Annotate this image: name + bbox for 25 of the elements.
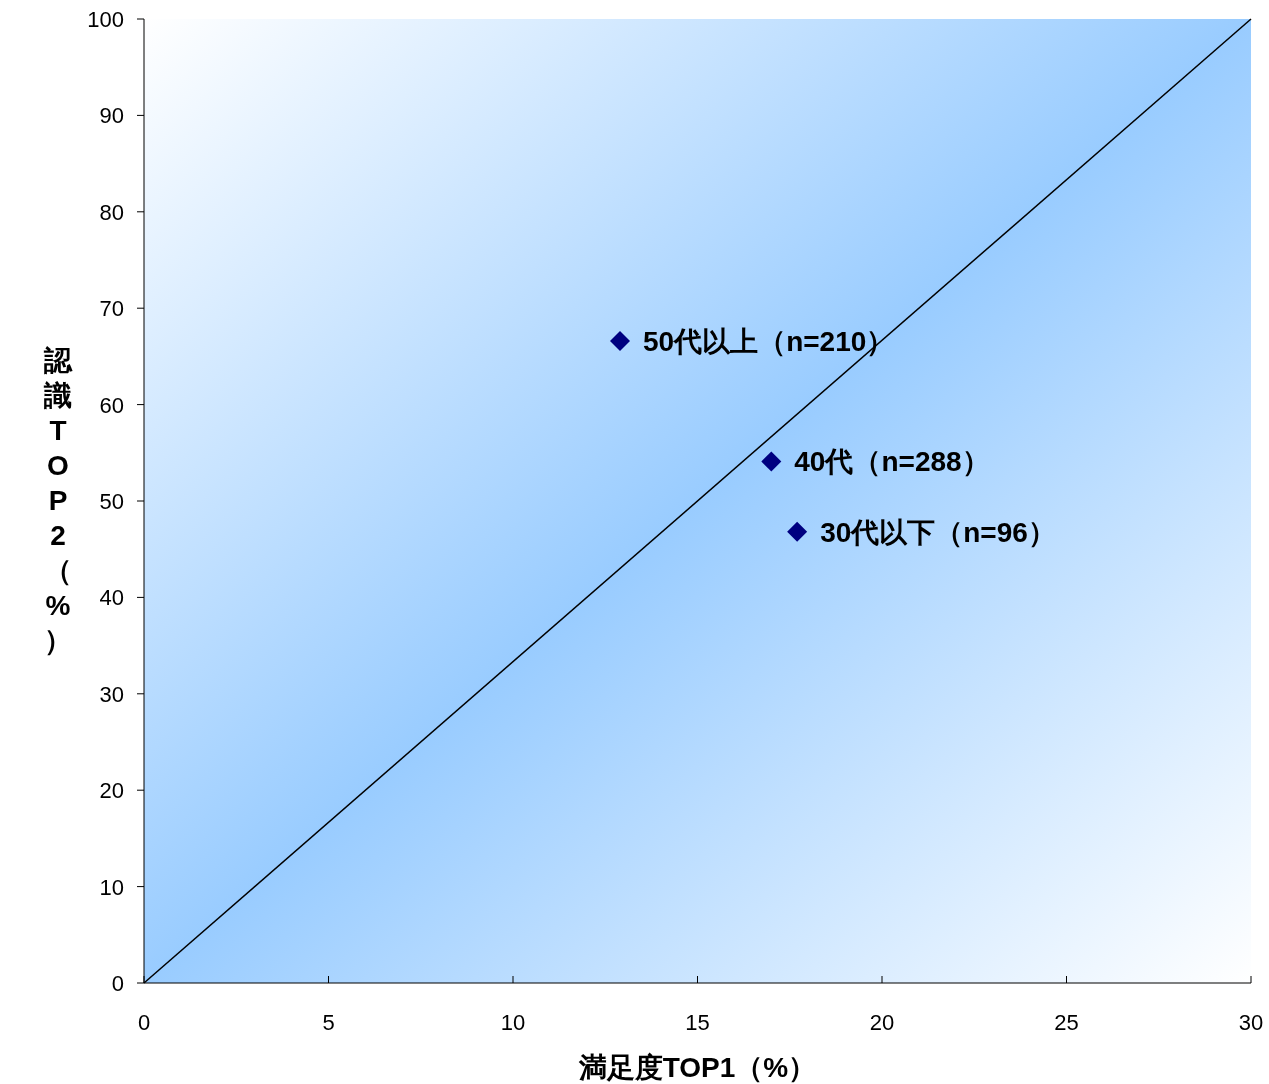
y-tick-label: 100 <box>87 7 124 32</box>
x-tick-label: 10 <box>500 1010 526 1035</box>
point <box>761 451 782 472</box>
series-label: 30代以下（n=96） <box>820 516 1056 548</box>
text: 認識TOP2（%） <box>44 345 72 656</box>
y-tick-label: 40 <box>99 585 124 611</box>
y-tick-label: 20 <box>99 778 124 804</box>
x-tick-label: 20 <box>869 1010 895 1035</box>
x-tick-label: 15 <box>685 1010 710 1035</box>
y-tick-label: 70 <box>99 296 124 322</box>
y-tick-label: 0 <box>111 971 124 996</box>
point <box>787 521 808 542</box>
x-tick-label: 0 <box>137 1010 151 1035</box>
point <box>610 330 631 351</box>
y-tick-label: 50 <box>99 489 124 514</box>
y-tick-label: 60 <box>99 392 124 418</box>
y-tick-label: 30 <box>99 681 124 707</box>
x-tick-label: 25 <box>1054 1010 1079 1035</box>
y-tick-label: 10 <box>99 874 124 900</box>
y-tick-label: 90 <box>99 103 124 129</box>
x-tick-label: 30 <box>1238 1010 1264 1035</box>
series-label: 40代（n=288） <box>794 446 990 478</box>
x-tick-label: 5 <box>322 1010 335 1035</box>
y-tick-label: 80 <box>99 199 124 225</box>
x-axis-title: 満足度TOP1（%） <box>577 1052 817 1083</box>
